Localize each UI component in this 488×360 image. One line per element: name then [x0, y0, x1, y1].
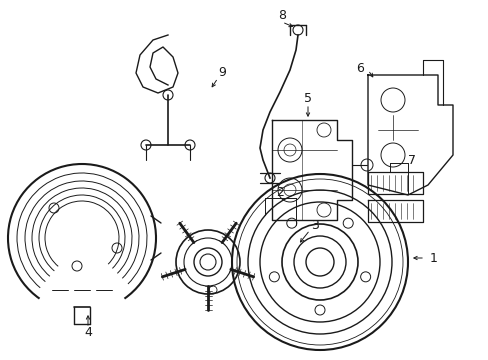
Text: 6: 6 [355, 62, 363, 75]
Text: 4: 4 [84, 325, 92, 338]
Text: 3: 3 [310, 219, 318, 231]
Text: 2: 2 [276, 185, 284, 198]
Text: 9: 9 [218, 66, 225, 78]
Text: 5: 5 [304, 91, 311, 104]
Text: 7: 7 [407, 153, 415, 166]
Text: 1: 1 [429, 252, 437, 265]
Text: 8: 8 [278, 9, 285, 22]
